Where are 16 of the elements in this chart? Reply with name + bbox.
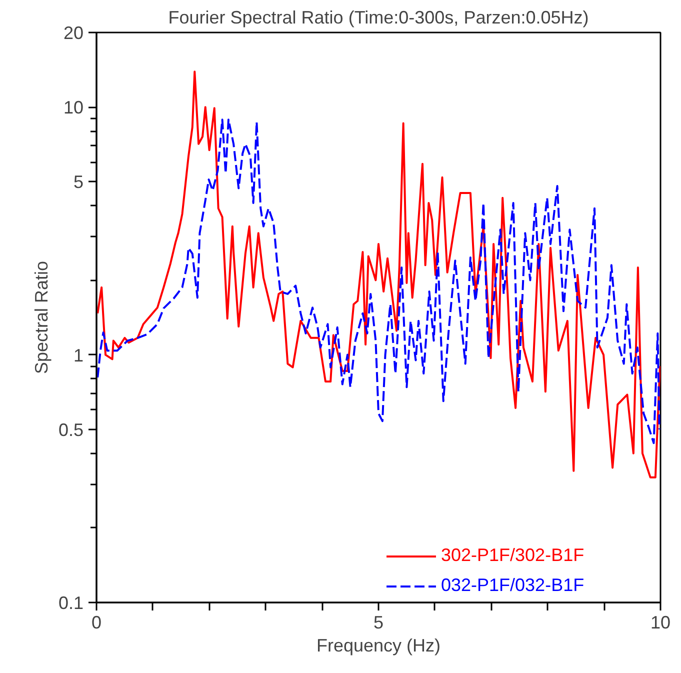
- legend-label: 302-P1F/302-B1F: [441, 545, 584, 566]
- y-axis-title: Spectral Ratio: [31, 260, 52, 374]
- x-axis-title: Frequency (Hz): [316, 636, 441, 656]
- x-tick-label: 5: [373, 612, 384, 632]
- y-tick-label: 10: [63, 98, 84, 118]
- chart-title: Fourier Spectral Ratio (Time:0-300s, Parzen:0.05Hz): [168, 8, 589, 28]
- y-tick-label: 0.1: [58, 593, 84, 613]
- y-tick-label: 0.5: [58, 420, 84, 440]
- legend-label: 032-P1F/032-B1F: [441, 575, 584, 596]
- y-tick-label: 20: [63, 23, 84, 43]
- x-tick-label: 10: [650, 612, 671, 632]
- line-series: [96, 70, 660, 478]
- x-tick-label: 0: [91, 612, 102, 632]
- line-series: [96, 118, 660, 444]
- y-tick-label: 5: [73, 172, 84, 192]
- y-tick-label: 1: [73, 345, 84, 366]
